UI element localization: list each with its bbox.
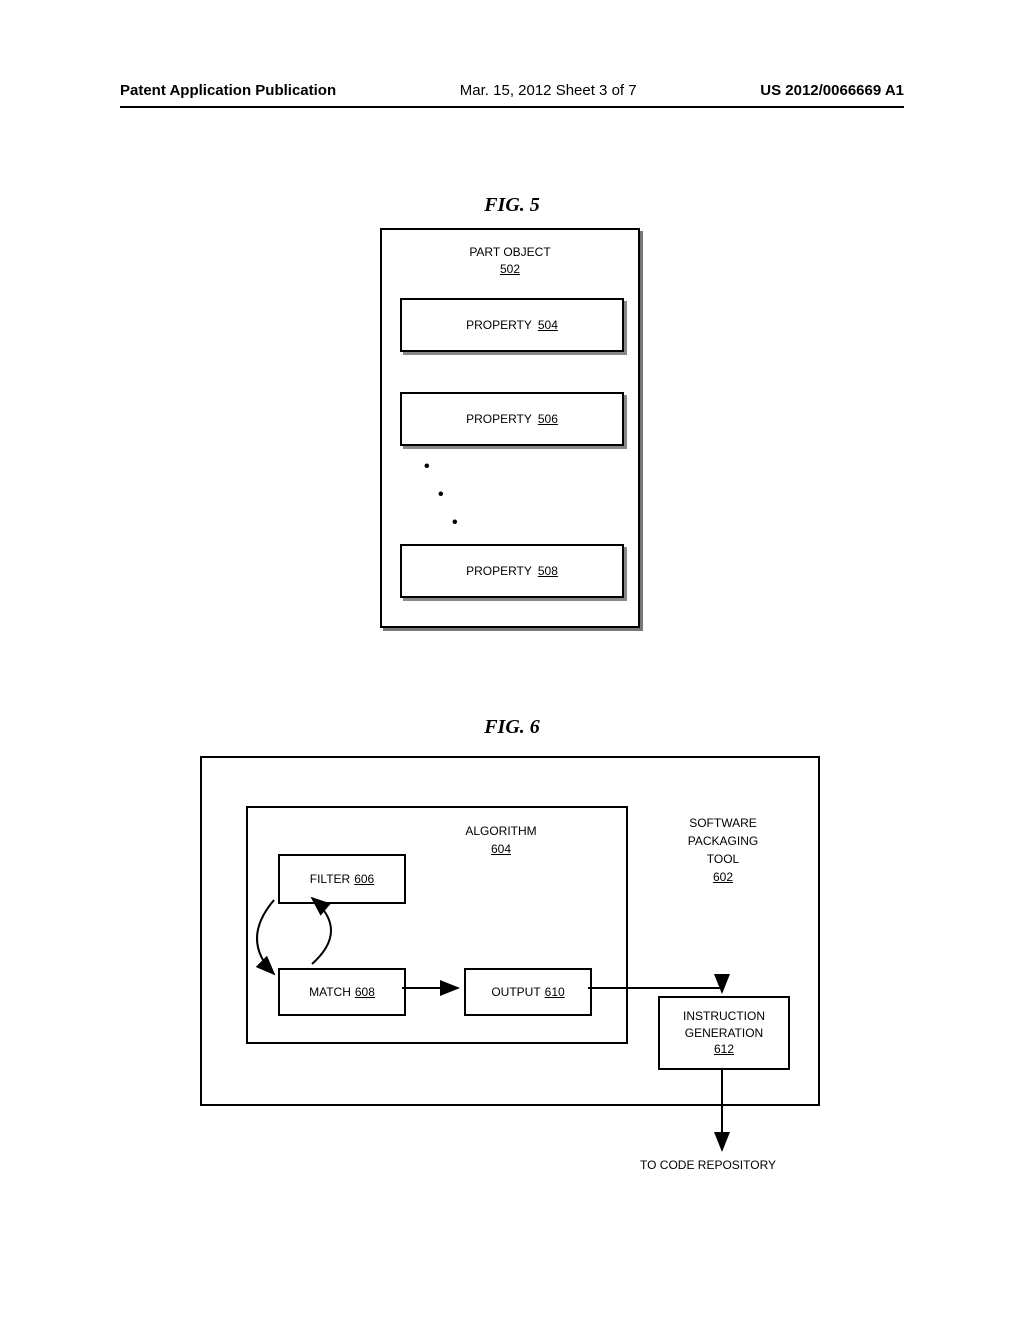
- output-num: 610: [545, 985, 565, 999]
- fig6-title: FIG. 6: [0, 716, 1024, 739]
- instr-l2: GENERATION: [685, 1025, 763, 1042]
- fig6-software-packaging-tool: SOFTWARE PACKAGING TOOL 602 ALGORITHM 60…: [200, 756, 820, 1106]
- fig5-title: FIG. 5: [0, 194, 1024, 217]
- fig6-algorithm: ALGORITHM 604 FILTER 606 MATCH 608 OUTPU…: [246, 806, 628, 1044]
- page-header: Patent Application Publication Mar. 15, …: [120, 82, 904, 99]
- tool-label: SOFTWARE PACKAGING TOOL 602: [658, 814, 788, 886]
- header-rule: [120, 106, 904, 108]
- property-num: 506: [538, 412, 558, 426]
- filter-box: FILTER 606: [278, 854, 406, 904]
- filter-num: 606: [354, 872, 374, 886]
- ellipsis-dot: •: [424, 464, 430, 470]
- property-num: 504: [538, 318, 558, 332]
- property-num: 508: [538, 564, 558, 578]
- tool-label-l3: TOOL: [707, 852, 739, 866]
- tool-num: 602: [713, 870, 733, 884]
- property-label: PROPERTY: [466, 564, 532, 578]
- header-left: Patent Application Publication: [120, 82, 336, 99]
- algorithm-text: ALGORITHM: [465, 824, 536, 838]
- fig5-property-504: PROPERTY 504: [400, 298, 624, 352]
- filter-text: FILTER: [310, 872, 350, 886]
- part-object-num: 502: [500, 262, 520, 276]
- property-label: PROPERTY: [466, 412, 532, 426]
- algorithm-label: ALGORITHM 604: [436, 822, 566, 858]
- instr-num: 612: [714, 1041, 734, 1058]
- part-object-text: PART OBJECT: [469, 245, 550, 259]
- ellipsis-dot: •: [452, 520, 458, 526]
- tool-label-l2: PACKAGING: [688, 834, 758, 848]
- match-text: MATCH: [309, 985, 351, 999]
- algorithm-num: 604: [491, 842, 511, 856]
- header-right: US 2012/0066669 A1: [760, 82, 904, 99]
- property-label: PROPERTY: [466, 318, 532, 332]
- fig5-property-508: PROPERTY 508: [400, 544, 624, 598]
- fig5-property-506: PROPERTY 506: [400, 392, 624, 446]
- output-box: OUTPUT 610: [464, 968, 592, 1016]
- output-text: OUTPUT: [491, 985, 540, 999]
- instruction-generation-box: INSTRUCTION GENERATION 612: [658, 996, 790, 1070]
- ellipsis-dot: •: [438, 492, 444, 498]
- tool-label-l1: SOFTWARE: [689, 816, 757, 830]
- fig5-part-object-label: PART OBJECT 502: [382, 244, 638, 278]
- to-code-repository-label: TO CODE REPOSITORY: [640, 1158, 776, 1172]
- match-box: MATCH 608: [278, 968, 406, 1016]
- fig5-part-object: PART OBJECT 502 PROPERTY 504 PROPERTY 50…: [380, 228, 640, 628]
- instr-l1: INSTRUCTION: [683, 1008, 765, 1025]
- match-num: 608: [355, 985, 375, 999]
- header-center: Mar. 15, 2012 Sheet 3 of 7: [460, 82, 637, 99]
